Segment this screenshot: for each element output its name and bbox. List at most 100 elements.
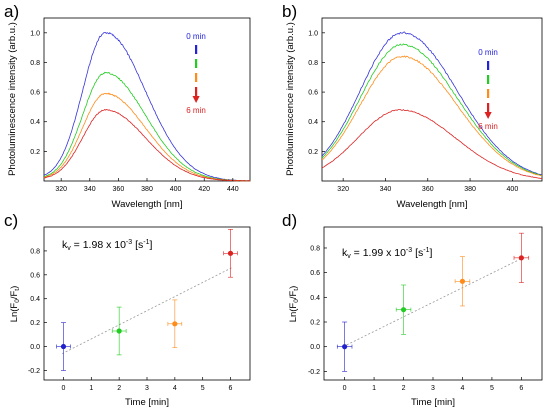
- spectrum-line: [43, 108, 251, 182]
- x-tick-label: 400: [507, 186, 519, 193]
- x-axis-title: Wavelength [nm]: [112, 199, 183, 210]
- legend-bar-orange: [487, 89, 490, 98]
- annot-sup: -3: [126, 239, 132, 246]
- x-tick-label: 420: [198, 186, 210, 193]
- marker: [227, 250, 234, 256]
- x-tick-label: 340: [84, 186, 96, 193]
- x-tick-label: 6: [519, 385, 523, 392]
- x-tick-label: 2: [117, 385, 121, 392]
- data-point: [223, 229, 238, 278]
- spectrum-line: [321, 109, 542, 179]
- legend-arrow: [192, 96, 200, 103]
- x-tick-label: 5: [490, 385, 494, 392]
- x-axis-title: Time [min]: [411, 397, 455, 408]
- panel-label: d): [282, 211, 297, 230]
- plot-frame: [321, 17, 543, 182]
- plot-frame: [43, 17, 251, 182]
- x-tick-label: 3: [145, 385, 149, 392]
- series-layer: [321, 31, 543, 179]
- marker: [172, 321, 178, 327]
- x-tick-label: 3: [431, 385, 435, 392]
- y-axis-title: Ln(F0/Ft): [9, 286, 21, 323]
- spectrum-line: [321, 43, 542, 176]
- fit-line: [342, 257, 524, 348]
- spectrum-line: [43, 71, 251, 182]
- x-tick-label: 320: [337, 186, 349, 193]
- x-tick-label: 400: [170, 186, 182, 193]
- data-point: [167, 299, 183, 349]
- y-title-end: ): [9, 286, 20, 289]
- y-title-mid: /F: [288, 290, 299, 299]
- points-layer: [336, 232, 530, 372]
- annot-sup2: -1: [423, 247, 429, 254]
- y-title-main: Ln(F: [288, 303, 299, 323]
- panel-label: b): [282, 2, 297, 21]
- y-title-main: Ln(F: [9, 303, 20, 323]
- y-tick-label: 0.4: [30, 119, 40, 126]
- y-tick-label: -0.2: [28, 368, 40, 375]
- y-tick-label: 1.0: [30, 30, 40, 37]
- data-point: [336, 321, 353, 372]
- legend: 0 min 6 min: [186, 32, 206, 115]
- y-title-sub0: 0: [293, 299, 300, 303]
- annot-sub: v: [67, 245, 71, 252]
- x-tick-label: 4: [173, 385, 177, 392]
- y-tick-label: 0.0: [30, 344, 40, 351]
- annot-suffix: [s: [412, 247, 423, 259]
- legend-start-label: 0 min: [478, 48, 498, 57]
- panel-c: c) 0 1 2 3 4 5 6 -0.2 0.0 0.2 0.4 0.6 0.8 Time [min]…: [4, 211, 251, 408]
- y-title-sub0: 0: [14, 299, 21, 303]
- legend-bar-red: [195, 87, 198, 96]
- marker: [459, 278, 466, 284]
- data-point: [454, 256, 471, 307]
- marker: [342, 344, 348, 350]
- y-tick-label: 0.8: [310, 245, 320, 252]
- x-tick-label: 2: [402, 385, 406, 392]
- y-tick-label: 1.0: [308, 30, 318, 37]
- fit-layer: [61, 267, 233, 355]
- legend-arrow: [484, 112, 492, 119]
- annot-sup2: -1: [143, 239, 149, 246]
- points-layer: [56, 229, 238, 371]
- y-title-end: ): [288, 286, 299, 289]
- y-title-mid: /F: [9, 290, 20, 299]
- annot-end: ]: [429, 247, 432, 259]
- legend: 0 min 6 min: [478, 48, 498, 131]
- legend-bar-blue: [195, 45, 198, 54]
- x-axis-title: Wavelength [nm]: [397, 199, 468, 210]
- marker: [60, 343, 67, 350]
- fit-line: [61, 267, 233, 355]
- y-axis-title: Photoluminescence intensity (arb.u.): [7, 22, 18, 176]
- data-point: [395, 284, 412, 335]
- panel-b: b) 320 340 360 380 400 0.2 0.4 0.6 0.8 1.0 Wavele…: [282, 2, 543, 210]
- rate-constant-annotation: kv = 1.99 x 10-3 [s-1]: [342, 247, 432, 260]
- y-tick-label: 0.6: [310, 270, 320, 277]
- ticks-layer: 0 1 2 3 4 5 6 -0.2 0.0 0.2 0.4 0.6 0.8: [28, 248, 233, 392]
- y-tick-label: 0.8: [30, 60, 40, 67]
- legend-end-label: 6 min: [186, 106, 206, 115]
- annot-text: = 1.98 x 10: [71, 239, 126, 251]
- annot-prefix: k: [342, 247, 348, 259]
- y-axis-title: Photoluminescence intensity (arb.u.): [285, 22, 296, 176]
- y-tick-label: 0.4: [310, 295, 320, 302]
- panel-label: c): [4, 211, 18, 230]
- spectrum-line: [321, 31, 543, 176]
- y-tick-label: 0.2: [30, 149, 40, 156]
- x-tick-label: 360: [422, 186, 434, 193]
- y-tick-label: 0.0: [310, 344, 320, 351]
- x-tick-label: 380: [464, 186, 476, 193]
- annot-sup: -3: [406, 247, 412, 254]
- y-tick-label: 0.8: [30, 248, 40, 255]
- data-point: [56, 322, 71, 371]
- rate-constant-annotation: kv = 1.98 x 10-3 [s-1]: [62, 239, 152, 252]
- x-tick-label: 380: [141, 186, 153, 193]
- legend-bar-red: [487, 103, 490, 112]
- x-tick-label: 0: [343, 385, 347, 392]
- panel-label: a): [4, 2, 19, 21]
- legend-bar-orange: [195, 73, 198, 82]
- data-point: [513, 232, 530, 283]
- x-tick-label: 440: [227, 186, 239, 193]
- series-layer: [43, 32, 251, 182]
- y-title-subt: t: [14, 289, 21, 291]
